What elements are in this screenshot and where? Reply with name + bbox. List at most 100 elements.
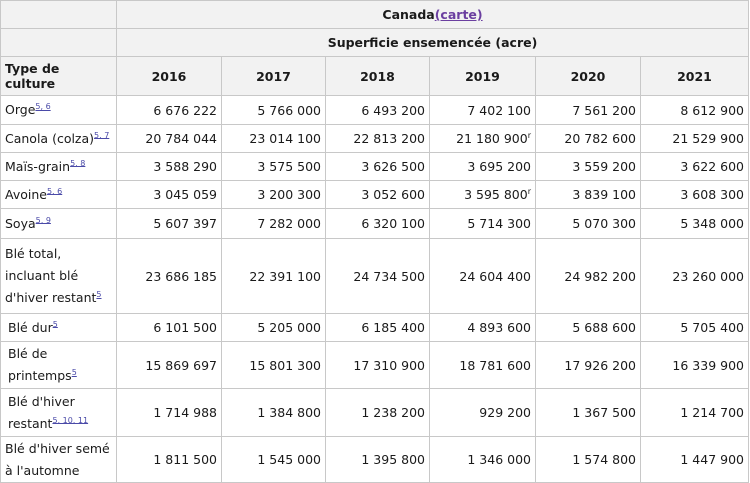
footnote-ref[interactable]: 5, 9 <box>35 215 51 225</box>
value-cell: 21 180 900r <box>429 124 536 153</box>
value-text: 5 714 300 <box>467 216 531 231</box>
crop-type-cell: Orge5, 6 <box>0 95 117 125</box>
value-cell: 17 310 900 <box>325 341 430 389</box>
year-header: 2020 <box>535 56 641 96</box>
value-text: 5 348 000 <box>680 216 744 231</box>
value-text: 17 310 900 <box>353 357 425 373</box>
crop-type-cell: Blé d'hiver restant5, 10, 11 <box>0 388 117 437</box>
value-text: 17 926 200 <box>564 357 636 373</box>
footnote-ref[interactable]: 5 <box>52 319 58 329</box>
revision-flag: r <box>527 186 531 196</box>
crop-label: Blé d'hiver semé à l'automne <box>5 440 110 478</box>
value-cell: 22 391 100 <box>221 238 326 314</box>
value-text: 3 588 290 <box>153 159 217 174</box>
value-text: 24 734 500 <box>353 268 425 284</box>
value-cell: 1 545 000 <box>221 436 326 483</box>
value-cell: 3 626 500 <box>325 152 430 181</box>
map-link[interactable]: (carte) <box>434 7 483 22</box>
value-text: 6 493 200 <box>361 102 425 118</box>
table-row: Blé d'hiver restant5, 10, 11 1 714 988 1 3… <box>0 388 749 437</box>
value-text: 3 626 500 <box>361 159 425 174</box>
region-title: Canada <box>382 7 435 22</box>
value-cell: 6 320 100 <box>325 208 430 239</box>
value-text: 7 402 100 <box>467 102 531 118</box>
region-header: Canada(carte) <box>116 0 749 29</box>
footnote-ref[interactable]: 5 <box>96 289 102 299</box>
value-cell: 7 402 100 <box>429 95 536 125</box>
value-cell: 5 607 397 <box>116 208 222 239</box>
value-text: 3 695 200 <box>467 159 531 174</box>
value-text: 5 070 300 <box>572 216 636 231</box>
value-text: 20 782 600 <box>564 131 636 146</box>
value-text: 3 200 300 <box>257 187 321 202</box>
value-cell: 3 052 600 <box>325 180 430 209</box>
value-cell: 21 529 900 <box>640 124 749 153</box>
value-text: 6 320 100 <box>361 216 425 231</box>
footnote-ref[interactable]: 5, 8 <box>70 158 86 168</box>
table-row: Maïs-grain5, 8 3 588 290 3 575 500 3 626 50… <box>0 152 749 181</box>
value-text: 24 604 400 <box>459 268 531 284</box>
value-cell: 24 982 200 <box>535 238 641 314</box>
footnote-ref[interactable]: 5 <box>71 367 77 377</box>
crop-label: Maïs-grain <box>5 158 71 174</box>
value-cell: 24 734 500 <box>325 238 430 314</box>
value-text: 1 811 500 <box>153 452 217 467</box>
value-cell: 17 926 200 <box>535 341 641 389</box>
value-text: 6 185 400 <box>361 320 425 335</box>
value-text: 21 529 900 <box>672 131 744 146</box>
value-cell: 1 574 800 <box>535 436 641 483</box>
value-cell: 15 869 697 <box>116 341 222 389</box>
value-text: 1 545 000 <box>257 452 321 467</box>
footnote-ref[interactable]: 5, 7 <box>94 130 110 140</box>
value-cell: 18 781 600 <box>429 341 536 389</box>
value-cell: 6 493 200 <box>325 95 430 125</box>
value-text: 23 014 100 <box>249 131 321 146</box>
crop-type-cell: Blé dur5 <box>0 313 117 342</box>
value-cell: 1 238 200 <box>325 388 430 437</box>
table-row: Canola (colza)5, 7 20 784 044 23 014 100 22… <box>0 124 749 153</box>
value-cell: 16 339 900 <box>640 341 749 389</box>
value-cell: 1 811 500 <box>116 436 222 483</box>
value-text: 5 766 000 <box>257 102 321 118</box>
value-text: 23 686 185 <box>145 268 217 284</box>
value-text: 1 214 700 <box>680 405 744 420</box>
value-text: 929 200 <box>479 405 531 420</box>
value-text: 3 622 600 <box>680 159 744 174</box>
value-cell: 3 588 290 <box>116 152 222 181</box>
value-cell: 3 045 059 <box>116 180 222 209</box>
value-text: 1 384 800 <box>257 405 321 420</box>
footnote-ref[interactable]: 5, 10, 11 <box>52 415 89 425</box>
crop-type-cell: Soya5, 9 <box>0 208 117 239</box>
value-text: 1 238 200 <box>361 405 425 420</box>
value-text: 20 784 044 <box>145 131 217 146</box>
value-cell: 7 561 200 <box>535 95 641 125</box>
value-cell: 6 185 400 <box>325 313 430 342</box>
value-cell: 3 608 300 <box>640 180 749 209</box>
value-text: 1 447 900 <box>680 452 744 467</box>
value-text: 3 575 500 <box>257 159 321 174</box>
value-cell: 3 595 800r <box>429 180 536 209</box>
value-cell: 8 612 900 <box>640 95 749 125</box>
value-text: 3 839 100 <box>572 187 636 202</box>
crop-type-cell: Canola (colza)5, 7 <box>0 124 117 153</box>
value-cell: 1 714 988 <box>116 388 222 437</box>
footnote-ref[interactable]: 5, 6 <box>46 186 63 196</box>
footnote-ref[interactable]: 5, 6 <box>35 101 51 111</box>
value-text: 1 714 988 <box>153 405 217 420</box>
revision-flag: r <box>527 130 531 140</box>
year-header: 2018 <box>325 56 430 96</box>
value-cell: 1 395 800 <box>325 436 430 483</box>
crop-label: Orge <box>5 102 36 117</box>
value-text: 24 982 200 <box>564 268 636 284</box>
value-text: 22 813 200 <box>353 131 425 146</box>
value-cell: 1 384 800 <box>221 388 326 437</box>
crop-label: Soya <box>5 215 36 231</box>
crop-label: Blé dur <box>8 319 53 335</box>
value-text: 15 801 300 <box>249 357 321 373</box>
measure-header: Superficie ensemencée (acre) <box>116 28 749 57</box>
value-cell: 1 214 700 <box>640 388 749 437</box>
value-text: 5 205 000 <box>257 320 321 335</box>
table-row: Blé d'hiver semé à l'automne 1 811 500 1 5… <box>0 436 749 483</box>
value-cell: 1 367 500 <box>535 388 641 437</box>
